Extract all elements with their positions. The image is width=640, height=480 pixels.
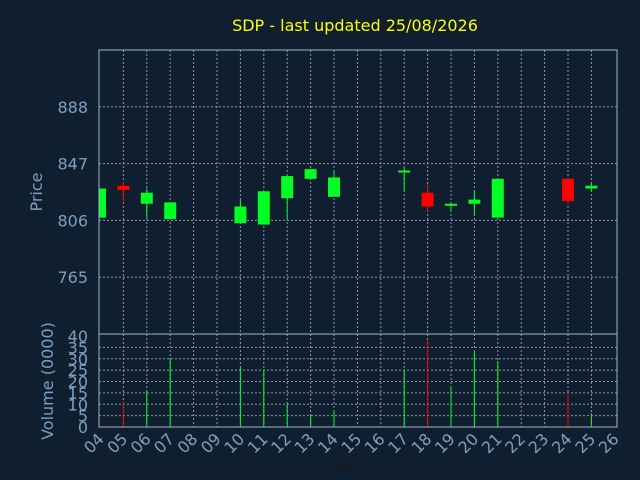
candle-body-18: [421, 192, 434, 207]
volume-tick-label: 25: [68, 361, 88, 380]
price-tick-label: 847: [57, 155, 88, 174]
candle-body-19: [445, 203, 457, 206]
candle-body-07: [164, 202, 177, 220]
volume-bars: [122, 340, 592, 427]
candle-body-17: [398, 170, 411, 173]
price-axis-label: Price: [27, 172, 46, 211]
volume-tick-label: 0: [78, 418, 88, 437]
price-tick-label: 806: [57, 211, 88, 230]
candle-body-21: [491, 178, 504, 218]
x-axis-label: Day: [334, 459, 362, 475]
chart-title: SDP - last updated 25/08/2026: [232, 16, 478, 35]
volume-tick-label: 20: [68, 373, 88, 392]
candle-body-10: [234, 206, 247, 224]
volume-tick-label: 30: [68, 350, 88, 369]
candle-body-20: [468, 199, 481, 204]
candle-body-25: [585, 185, 598, 189]
candle-body-05: [117, 185, 130, 190]
candlesticks: [99, 167, 598, 225]
candle-body-24: [562, 178, 574, 202]
x-ticks: 0405060708091011121314151617181920212223…: [80, 429, 623, 457]
volume-tick-label: 35: [68, 338, 88, 357]
volume-axis-label: Volume (0000): [38, 322, 57, 440]
volume-tick-label: 15: [68, 384, 88, 403]
volume-tick-label: 10: [68, 395, 88, 414]
volume-panel-frame: [98, 333, 618, 428]
candle-body-14: [328, 177, 340, 197]
volume-tick-label: 40: [68, 327, 88, 346]
price-y-ticks: 765 806 847 888: [57, 98, 88, 287]
candle-body-04: [100, 188, 106, 218]
candle-body-13: [304, 169, 317, 179]
price-tick-label: 888: [57, 98, 88, 117]
price-tick-label: 765: [57, 268, 88, 287]
volume-tick-label: 5: [78, 407, 88, 426]
candle-body-11: [257, 191, 270, 225]
candle-body-12: [281, 176, 294, 199]
candle-body-06: [140, 192, 153, 204]
